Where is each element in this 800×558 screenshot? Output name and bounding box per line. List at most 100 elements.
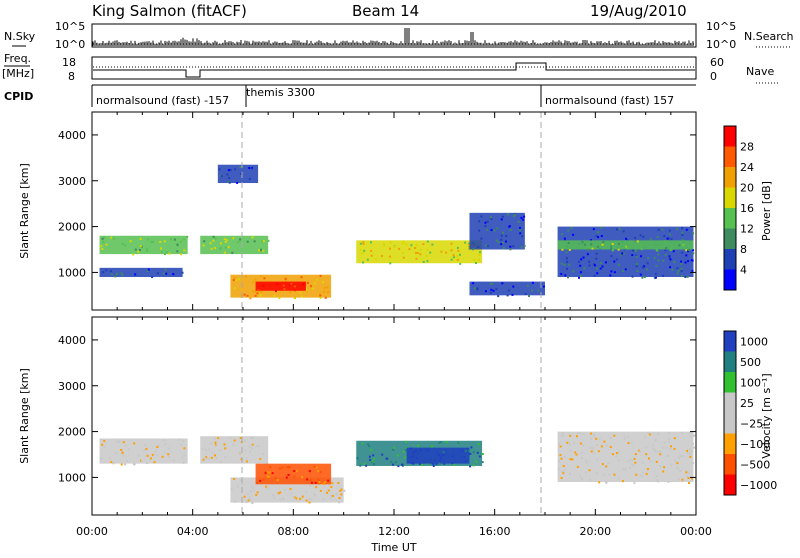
speckle bbox=[576, 465, 579, 468]
speckle bbox=[601, 463, 604, 466]
speckle bbox=[147, 268, 150, 271]
speckle bbox=[284, 488, 287, 491]
speckle bbox=[223, 443, 226, 446]
speckle bbox=[598, 438, 601, 441]
date-title: 19/Aug/2010 bbox=[590, 2, 687, 20]
speckle bbox=[293, 297, 296, 300]
speckle bbox=[470, 446, 473, 449]
speckle bbox=[229, 436, 232, 439]
speckle bbox=[668, 440, 671, 443]
speckle bbox=[156, 446, 159, 448]
speckle bbox=[595, 235, 598, 238]
speckle bbox=[500, 218, 503, 221]
speckle bbox=[321, 281, 324, 284]
speckle bbox=[558, 460, 561, 462]
cpid-segment-1: normalsound (fast) -157 bbox=[96, 94, 229, 107]
speckle bbox=[668, 255, 671, 258]
speckle bbox=[249, 498, 252, 501]
speckle bbox=[492, 289, 495, 292]
freq-strip-frame bbox=[91, 56, 697, 80]
speckle bbox=[590, 239, 592, 242]
speckle bbox=[667, 437, 670, 440]
speckle bbox=[100, 438, 102, 441]
speckle bbox=[266, 474, 269, 477]
colorbar-swatch bbox=[724, 146, 736, 167]
speckle bbox=[417, 444, 419, 447]
speckle bbox=[478, 229, 481, 232]
speckle bbox=[495, 288, 498, 291]
speckle bbox=[605, 465, 608, 468]
speckle bbox=[257, 445, 260, 448]
speckle bbox=[648, 457, 650, 460]
speckle bbox=[155, 450, 157, 453]
speckle bbox=[219, 248, 222, 251]
speckle bbox=[207, 457, 210, 460]
speckle bbox=[519, 227, 521, 230]
speckle bbox=[124, 463, 127, 466]
speckle bbox=[649, 460, 652, 463]
speckle bbox=[452, 256, 455, 259]
speckle bbox=[610, 437, 613, 440]
speckle bbox=[521, 235, 524, 238]
speckle bbox=[464, 450, 467, 452]
speckle bbox=[459, 253, 461, 256]
speckle bbox=[433, 459, 436, 462]
speckle bbox=[319, 296, 322, 299]
speckle bbox=[686, 452, 689, 455]
speckle bbox=[475, 262, 477, 264]
speckle bbox=[224, 241, 227, 243]
speckle bbox=[641, 266, 644, 269]
speckle bbox=[576, 431, 579, 434]
speckle bbox=[692, 443, 694, 445]
speckle bbox=[562, 432, 565, 435]
speckle bbox=[139, 238, 142, 240]
speckle bbox=[339, 489, 342, 492]
speckle bbox=[624, 246, 627, 249]
speckle bbox=[512, 245, 515, 248]
speckle bbox=[225, 239, 228, 242]
colorbar-tick-label: 12 bbox=[740, 223, 754, 236]
speckle bbox=[217, 437, 220, 440]
speckle bbox=[260, 290, 263, 293]
speckle bbox=[168, 456, 171, 459]
power-region-10 bbox=[557, 240, 694, 250]
speckle bbox=[590, 243, 593, 246]
speckle bbox=[205, 456, 208, 459]
speckle bbox=[402, 251, 404, 254]
speckle bbox=[472, 451, 475, 454]
speckle bbox=[327, 479, 330, 482]
speckle bbox=[338, 501, 341, 504]
speckle bbox=[654, 272, 657, 275]
speckle bbox=[141, 460, 143, 462]
speckle bbox=[624, 268, 627, 271]
speckle bbox=[657, 253, 660, 256]
speckle bbox=[282, 497, 285, 500]
sky-tick-low-right: 10^0 bbox=[706, 38, 736, 51]
speckle bbox=[401, 463, 404, 466]
speckle bbox=[500, 238, 503, 241]
speckle bbox=[183, 249, 186, 252]
speckle bbox=[267, 239, 270, 242]
speckle bbox=[412, 462, 415, 465]
speckle bbox=[308, 470, 311, 473]
speckle bbox=[688, 431, 691, 434]
speckle bbox=[186, 235, 189, 238]
speckle bbox=[153, 461, 156, 464]
speckle bbox=[670, 238, 673, 241]
speckle bbox=[254, 294, 257, 297]
colorbar-frame bbox=[723, 330, 737, 496]
speckle bbox=[693, 434, 696, 437]
speckle bbox=[389, 262, 392, 265]
speckle bbox=[645, 446, 648, 449]
speckle bbox=[678, 456, 681, 459]
speckle bbox=[254, 278, 257, 281]
speckle bbox=[575, 453, 578, 456]
speckle bbox=[509, 245, 512, 248]
speckle bbox=[468, 243, 471, 246]
speckle bbox=[310, 285, 312, 288]
speckle bbox=[635, 265, 638, 268]
speckle bbox=[558, 443, 561, 446]
speckle bbox=[394, 461, 397, 464]
speckle bbox=[161, 455, 164, 458]
speckle bbox=[649, 238, 652, 241]
